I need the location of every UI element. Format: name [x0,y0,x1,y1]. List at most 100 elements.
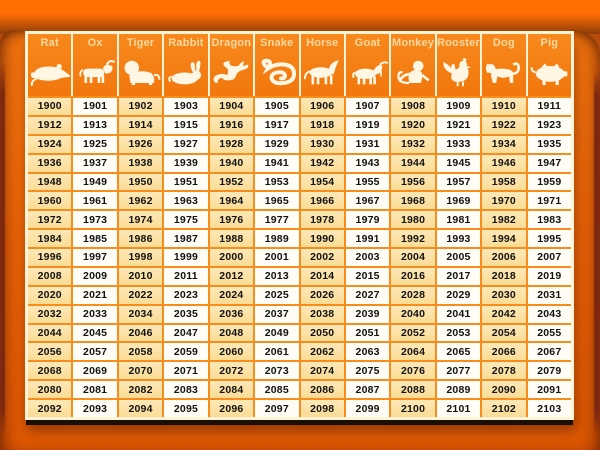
year-cell-1939: 1939 [164,154,208,172]
year-cell-2102: 2102 [482,400,526,417]
year-cell-1984: 1984 [28,230,72,248]
year-cell-1998: 1998 [118,249,163,266]
year-cell-2005: 2005 [436,249,481,266]
year-cell-2018: 2018 [482,267,526,285]
column-label: Dog [492,37,515,49]
year-cell-2038: 2038 [300,305,344,323]
year-cell-2053: 2053 [436,324,481,342]
year-cell-2078: 2078 [482,362,526,380]
column-header-rabbit: Rabbit [164,34,208,96]
year-cell-2027: 2027 [345,286,390,304]
year-cell-2061: 2061 [255,343,299,361]
year-cell-2011: 2011 [164,267,208,285]
year-cell-1980: 1980 [391,211,435,229]
year-cell-1903: 1903 [164,98,208,115]
year-cell-2037: 2037 [255,305,299,323]
year-cell-2040: 2040 [391,305,435,323]
year-cell-2047: 2047 [164,324,208,342]
year-cell-2017: 2017 [436,267,481,285]
year-cell-2042: 2042 [482,305,526,323]
year-cell-2067: 2067 [527,343,571,361]
column-header-ox: Ox [73,34,117,96]
year-cell-1904: 1904 [209,98,254,115]
year-cell-2041: 2041 [436,305,481,323]
year-cell-1913: 1913 [73,116,117,134]
year-cell-2049: 2049 [255,324,299,342]
year-cell-2024: 2024 [209,286,254,304]
year-cell-1959: 1959 [527,173,571,191]
year-cell-1922: 1922 [482,116,526,134]
goat-icon [347,49,389,96]
year-cell-1915: 1915 [164,116,208,134]
year-cell-2023: 2023 [164,286,208,304]
year-cell-2100: 2100 [391,400,435,417]
column-header-pig: Pig [527,34,571,96]
year-cell-2089: 2089 [436,381,481,399]
year-cell-2013: 2013 [255,267,299,285]
year-cell-2016: 2016 [391,267,435,285]
year-cell-1906: 1906 [300,98,344,115]
year-cell-2103: 2103 [527,400,571,417]
year-cell-2090: 2090 [482,381,526,399]
year-cell-2012: 2012 [209,267,254,285]
column-label: Snake [260,37,294,49]
year-cell-2060: 2060 [209,343,254,361]
year-cell-1927: 1927 [164,135,208,153]
year-cell-1937: 1937 [73,154,117,172]
year-cell-1945: 1945 [436,154,481,172]
year-cell-1944: 1944 [391,154,435,172]
year-cell-2052: 2052 [391,324,435,342]
year-cell-1933: 1933 [436,135,481,153]
year-cell-2094: 2094 [118,400,163,417]
year-cell-2026: 2026 [300,286,344,304]
year-cell-1932: 1932 [391,135,435,153]
year-cell-2076: 2076 [391,362,435,380]
year-cell-1936: 1936 [28,154,72,172]
year-cell-2098: 2098 [300,400,344,417]
year-cell-2101: 2101 [436,400,481,417]
year-cell-1902: 1902 [118,98,163,115]
column-label: Dragon [211,37,252,49]
year-cell-1989: 1989 [255,230,299,248]
year-cell-2048: 2048 [209,324,254,342]
column-label: Goat [354,37,381,49]
year-cell-2086: 2086 [300,381,344,399]
year-cell-1942: 1942 [300,154,344,172]
tiger-icon [120,49,162,96]
column-label: Rat [40,37,59,49]
year-cell-1940: 1940 [209,154,254,172]
year-cell-1991: 1991 [345,230,390,248]
year-cell-2004: 2004 [391,249,435,266]
year-cell-2063: 2063 [345,343,390,361]
year-cell-2084: 2084 [209,381,254,399]
year-cell-1978: 1978 [300,211,344,229]
year-cell-1955: 1955 [345,173,390,191]
year-cell-2051: 2051 [345,324,390,342]
year-cell-2099: 2099 [345,400,390,417]
year-cell-1934: 1934 [482,135,526,153]
year-cell-2036: 2036 [209,305,254,323]
rabbit-icon [165,49,207,96]
year-cell-1919: 1919 [345,116,390,134]
year-cell-2077: 2077 [436,362,481,380]
year-cell-1974: 1974 [118,211,163,229]
year-cell-1912: 1912 [28,116,72,134]
column-label: Tiger [126,37,155,49]
zodiac-header-row: Rat Ox Tiger Rabbit Dragon Snake Horse Goat Monk… [28,34,571,96]
year-cell-2095: 2095 [164,400,208,417]
year-cell-1994: 1994 [482,230,526,248]
photo-left-dark-edge [0,62,5,438]
year-cell-1969: 1969 [436,192,481,210]
year-cell-1976: 1976 [209,211,254,229]
year-cell-1929: 1929 [255,135,299,153]
year-cell-1961: 1961 [73,192,117,210]
year-cell-2022: 2022 [118,286,163,304]
year-cell-2029: 2029 [436,286,481,304]
year-cell-2058: 2058 [118,343,163,361]
year-cell-2009: 2009 [73,267,117,285]
column-label: Ox [87,37,103,49]
year-cell-1946: 1946 [482,154,526,172]
year-cell-1977: 1977 [255,211,299,229]
column-header-monkey: Monkey [391,34,435,96]
year-cell-1931: 1931 [345,135,390,153]
